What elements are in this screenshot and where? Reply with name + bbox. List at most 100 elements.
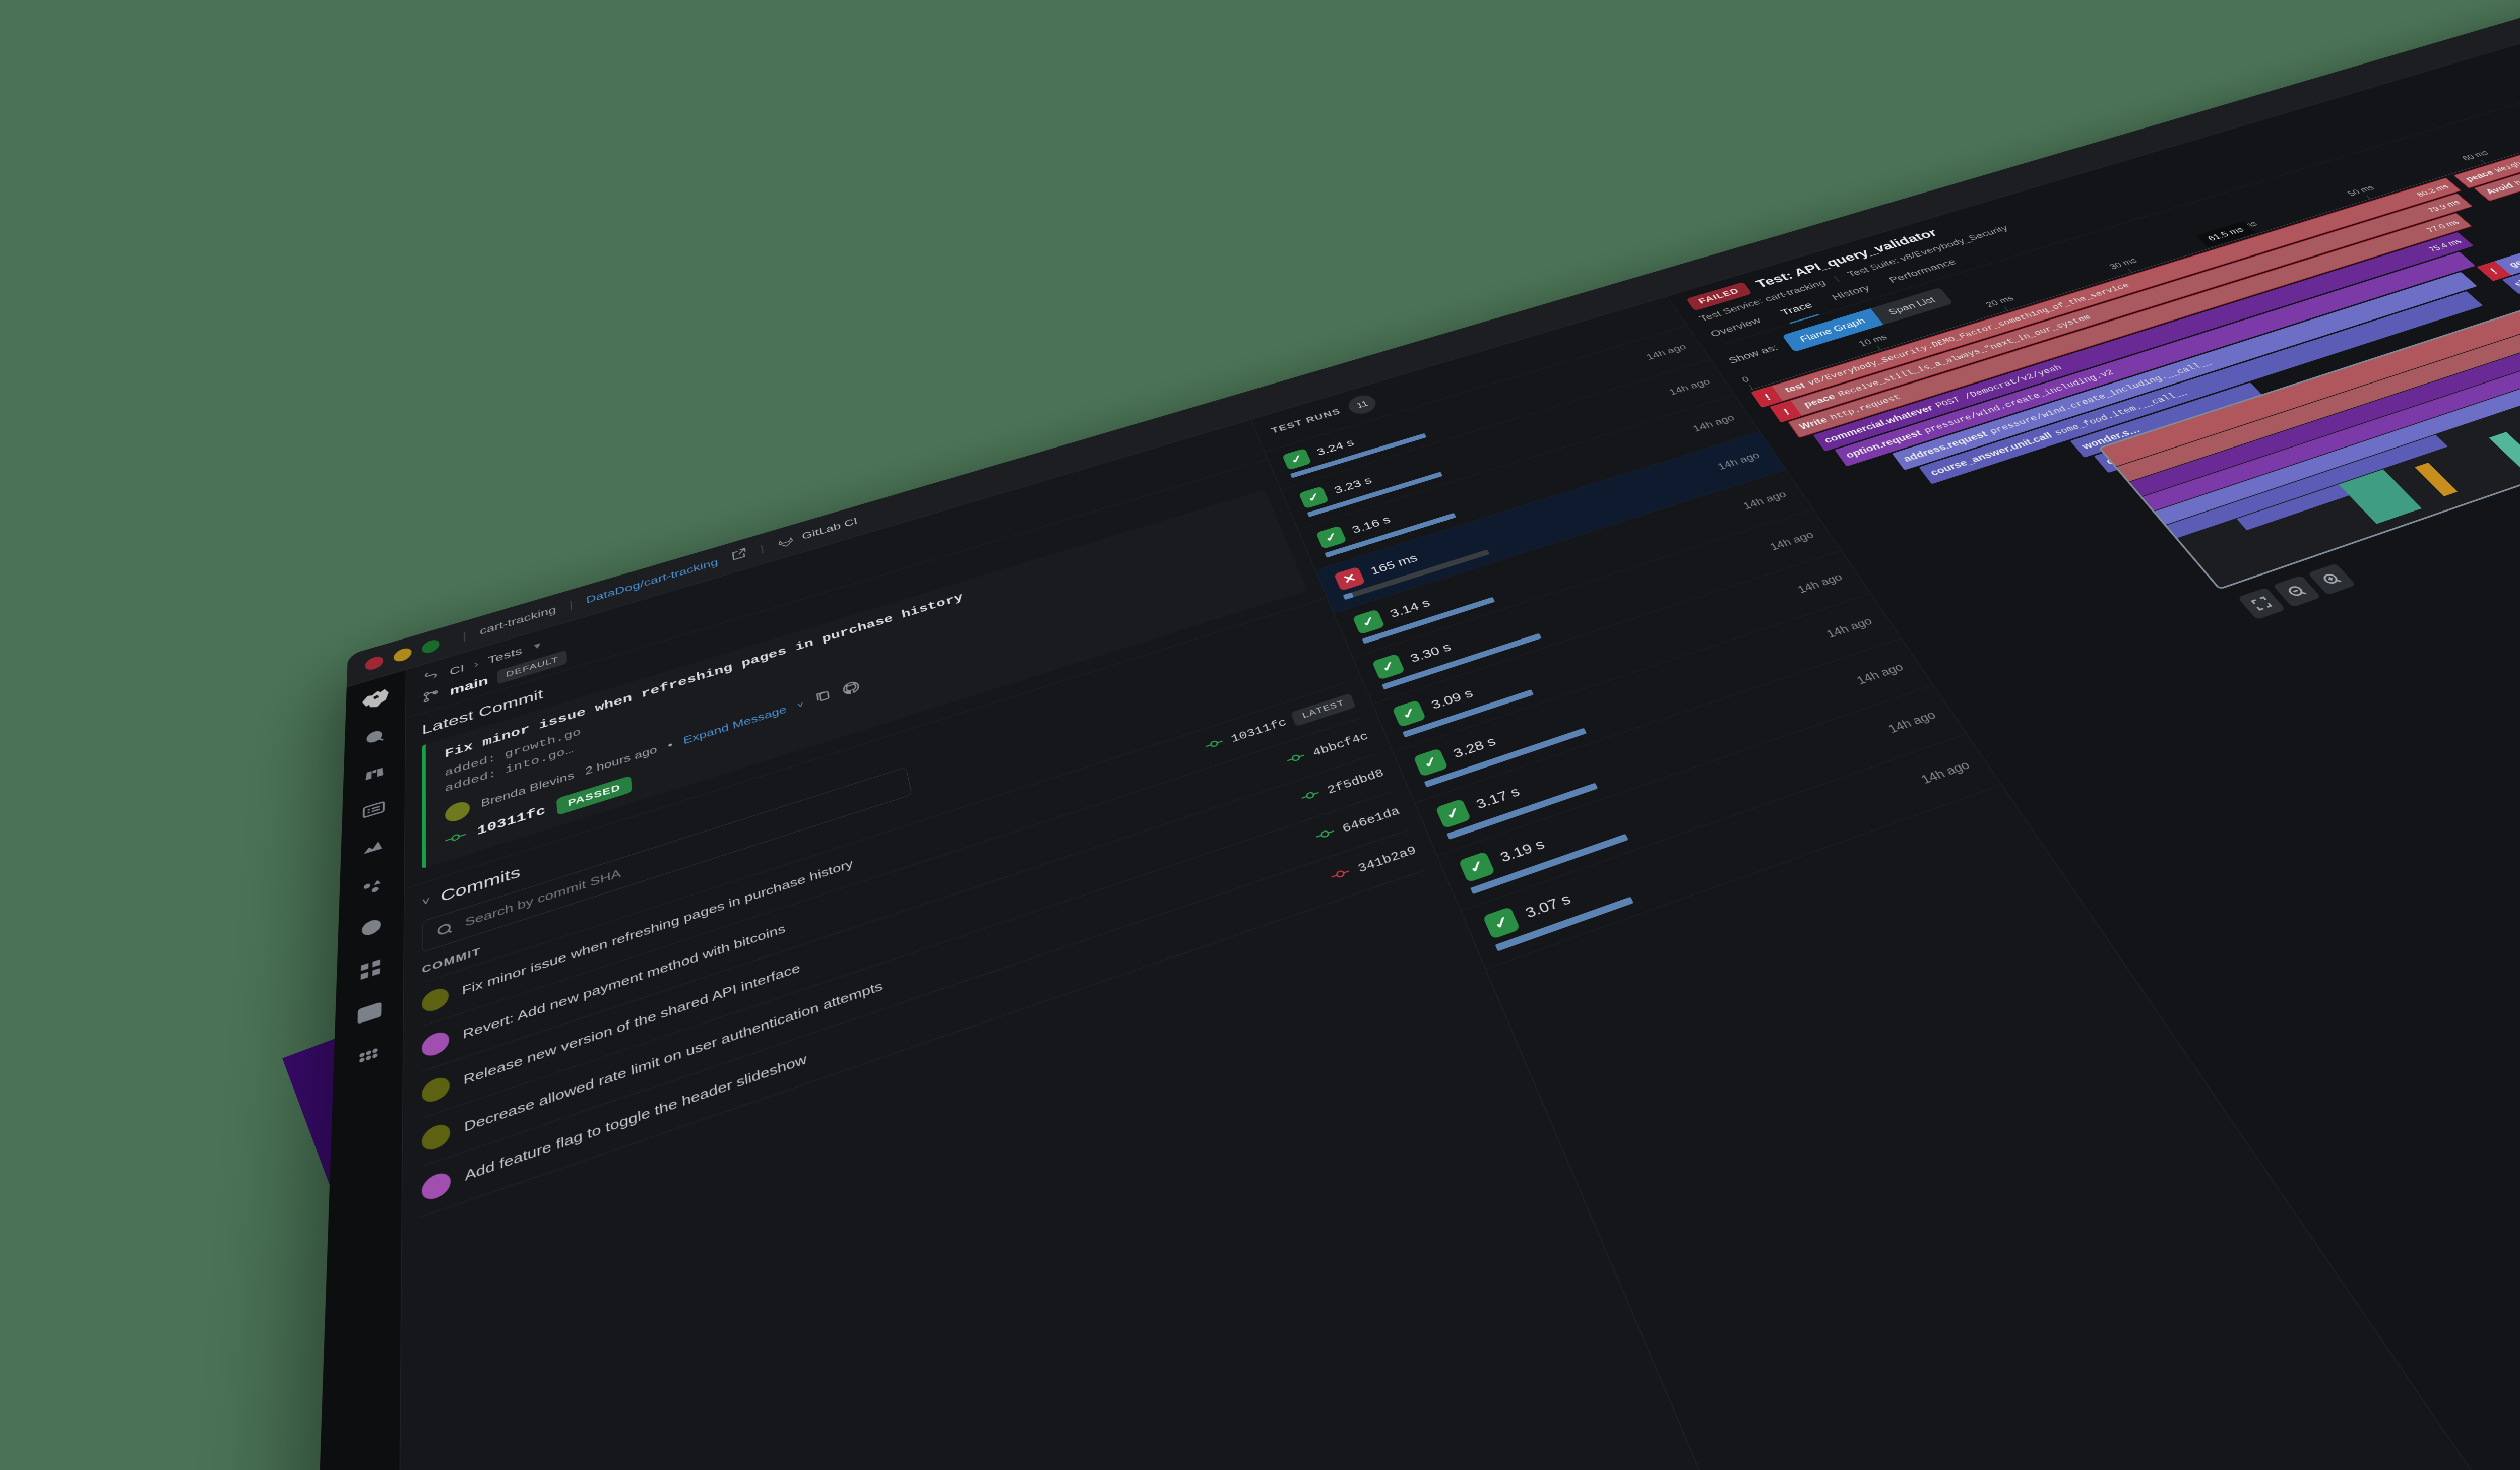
commit-node-icon: [1285, 750, 1308, 769]
avatar: [422, 1074, 450, 1106]
test-run-duration: 3.23 s: [1332, 475, 1374, 496]
check-icon: ✓: [1435, 798, 1472, 829]
grid-icon[interactable]: [355, 953, 386, 986]
test-run-timestamp: 14h ago: [1885, 709, 1938, 736]
check-icon: ✓: [1413, 748, 1448, 777]
ci-crumb-section[interactable]: Tests: [488, 645, 523, 666]
span-name: test: [1783, 381, 1807, 395]
check-icon: ✓: [1352, 609, 1385, 635]
show-as-label: Show as:: [1726, 343, 1780, 366]
test-run-duration: 3.14 s: [1388, 596, 1432, 620]
chevron-down-icon[interactable]: ˅: [422, 894, 430, 909]
minimize-icon[interactable]: [393, 646, 412, 664]
test-run-duration: 3.28 s: [1451, 734, 1498, 761]
check-icon: ✓: [1371, 653, 1405, 680]
check-icon: ✓: [1482, 906, 1521, 939]
copy-icon[interactable]: [813, 688, 834, 709]
span-name: peace: [1802, 392, 1838, 409]
commit-sha: 2f5dbd8: [1325, 766, 1386, 797]
check-icon: ✓: [1282, 448, 1312, 470]
test-runs-count: 11: [1345, 392, 1379, 417]
area-chart-icon[interactable]: [358, 833, 387, 862]
target-icon[interactable]: [356, 912, 386, 943]
check-icon: ✓: [1315, 525, 1347, 549]
shapes-icon[interactable]: [357, 872, 387, 902]
test-run-timestamp: 14h ago: [1690, 413, 1737, 434]
chevron-down-icon[interactable]: ˅: [796, 699, 805, 711]
span-duration: 75.4 ms: [2426, 237, 2464, 253]
avatar: [422, 985, 449, 1014]
avatar: [422, 1169, 451, 1203]
test-run-duration: 3.07 s: [1523, 891, 1573, 921]
test-runs-label: TEST RUNS: [1270, 407, 1342, 435]
latest-badge: LATEST: [1291, 693, 1356, 727]
external-link-icon[interactable]: [730, 546, 748, 564]
breadcrumb-divider: |: [462, 630, 467, 642]
meta-dot: •: [667, 739, 673, 752]
gitlab-icon: [776, 533, 796, 550]
terminal-icon[interactable]: [354, 996, 385, 1030]
test-run-duration: 3.24 s: [1315, 437, 1356, 458]
chevron-down-icon[interactable]: ▼: [531, 640, 543, 652]
ruler-tick: 0: [1740, 375, 1755, 390]
binoculars-icon[interactable]: [360, 759, 388, 787]
avatar: [445, 799, 470, 824]
subtitle-divider: |: [1832, 274, 1841, 283]
commit-node-icon: [445, 829, 466, 848]
test-run-timestamp: 14h ago: [1824, 615, 1875, 641]
test-run-timestamp: 14h ago: [1715, 450, 1762, 472]
close-icon[interactable]: [365, 654, 384, 672]
span-name: peace: [2463, 168, 2497, 183]
commit-sha: 10311fc: [1229, 716, 1289, 746]
search-icon[interactable]: [361, 724, 389, 750]
check-icon: ✓: [1392, 699, 1426, 728]
avatar: [422, 1121, 451, 1154]
breadcrumb-divider-3: |: [760, 543, 765, 554]
span-duration: 79.9 ms: [2425, 198, 2463, 214]
ci-crumb-root[interactable]: CI: [449, 662, 465, 677]
cross-icon: ✕: [1334, 566, 1366, 591]
check-icon: ✓: [1298, 486, 1329, 509]
span-name: Avoid: [2483, 181, 2516, 196]
test-run-timestamp: 14h ago: [1854, 661, 1906, 687]
flame-span[interactable]: ! get.him.training_call: [2476, 201, 2520, 281]
span-duration: 80.2 ms: [2414, 182, 2451, 199]
test-run-duration: 3.16 s: [1350, 514, 1393, 536]
test-run-duration: 3.17 s: [1474, 784, 1522, 812]
commit-node-icon: [1313, 826, 1338, 845]
avatar: [422, 1029, 450, 1059]
span-duration: 77.0 ms: [2424, 218, 2462, 234]
test-run-duration: 3.30 s: [1408, 641, 1454, 665]
test-run-timestamp: 14h ago: [1918, 758, 1973, 787]
main-columns: CI › Tests ▼ main DEFAULT Latest Comm: [380, 0, 2520, 1470]
chevron-right-icon: ›: [473, 658, 479, 670]
app-window: | cart-tracking | DataDog/cart-tracking …: [221, 0, 2520, 1470]
apps-icon[interactable]: [352, 1041, 384, 1075]
span-name: get.him.training_call: [2506, 233, 2520, 269]
maximize-icon[interactable]: [422, 637, 440, 655]
github-icon[interactable]: [841, 679, 862, 699]
test-run-duration: 3.19 s: [1498, 837, 1547, 865]
span-name: Write: [1797, 415, 1830, 432]
commit-sha: 646e1da: [1340, 804, 1402, 836]
branch-icon: [422, 687, 440, 707]
app-body: CI › Tests ▼ main DEFAULT Latest Comm: [221, 0, 2520, 1470]
test-run-timestamp: 14h ago: [1768, 529, 1816, 553]
commit-node-icon: [1329, 866, 1353, 886]
check-icon: ✓: [1458, 851, 1495, 883]
test-run-timestamp: 14h ago: [1644, 342, 1688, 362]
test-run-timestamp: 14h ago: [1667, 376, 1712, 397]
commit-node-icon: [1204, 736, 1227, 754]
commit-node-icon: [1299, 788, 1322, 806]
list-icon[interactable]: [359, 796, 388, 824]
commit-sha: 341b2a9: [1356, 844, 1419, 876]
datadog-logo-icon[interactable]: [357, 681, 395, 717]
commit-sha: 4bbcf4c: [1311, 730, 1370, 760]
test-run-duration: 3.09 s: [1429, 686, 1475, 712]
test-run-timestamp: 14h ago: [1741, 489, 1789, 512]
search-icon: [435, 919, 455, 939]
breadcrumb-divider-2: |: [569, 599, 574, 611]
left-rail: [221, 670, 406, 1470]
test-run-timestamp: 14h ago: [1795, 571, 1845, 596]
